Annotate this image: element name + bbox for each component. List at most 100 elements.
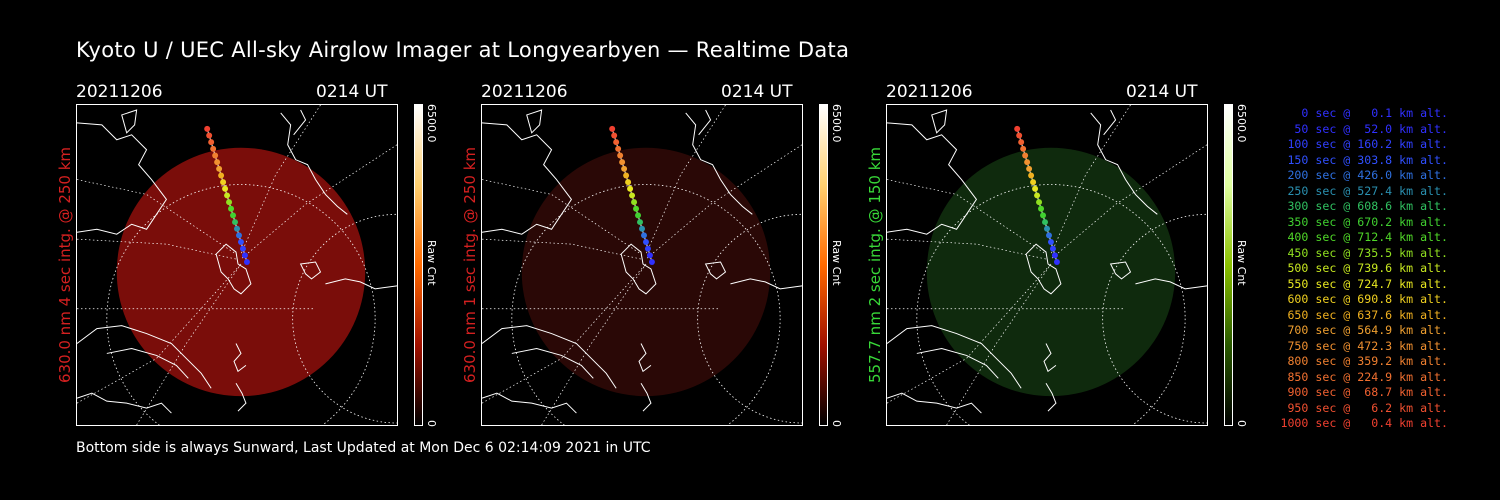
coastline [685, 112, 753, 215]
trajectory-point [224, 192, 231, 199]
panel-3-cbar-max: 6500.0 [1235, 104, 1248, 143]
coastline [1109, 261, 1132, 280]
trajectory-point [615, 145, 622, 152]
panel-1-image [76, 104, 398, 426]
coastline [526, 109, 543, 134]
panel-3-time: 0214 UT [1126, 82, 1198, 102]
trajectory-point [212, 152, 219, 159]
trajectory-point [1026, 165, 1033, 172]
trajectory-point [239, 245, 246, 252]
trajectory-point [236, 232, 242, 239]
trajectory-point [237, 239, 244, 246]
panel-1-time: 0214 UT [316, 82, 388, 102]
trajectory-point [1020, 145, 1027, 152]
coastline [77, 122, 168, 235]
legend-row: 750 sec @ 472.3 km alt. [1280, 338, 1448, 353]
trajectory-point [625, 179, 632, 186]
coastline [215, 243, 252, 295]
coastline [482, 122, 573, 235]
trajectory-point [629, 192, 636, 199]
legend-row: 500 sec @ 739.6 km alt. [1280, 261, 1448, 275]
allsky-map [77, 105, 397, 425]
trajectory-point [222, 185, 229, 192]
legend-row: 250 sec @ 527.4 km alt. [1280, 183, 1448, 198]
trajectory-point [230, 212, 237, 219]
coastline [299, 261, 322, 280]
trajectory-point [232, 219, 238, 226]
grid-line [1050, 144, 1207, 260]
trajectory-point [631, 199, 638, 206]
panel-2-colorbar [819, 104, 828, 426]
grid-line [1050, 105, 1131, 255]
grid-line [887, 263, 1052, 404]
trajectory-point [648, 259, 655, 265]
trajectory-point [1040, 212, 1047, 219]
coastline [704, 261, 727, 280]
coastline [233, 343, 247, 373]
panel-3-cbar-min: 0 [1235, 420, 1248, 427]
trajectory-legend: 0 sec @ 0.1 km alt. 50 sec @ 52.0 km alt… [1262, 106, 1448, 432]
allsky-map [482, 105, 802, 425]
trajectory-point [637, 219, 643, 226]
legend-row: 800 sec @ 359.2 km alt. [1280, 354, 1448, 368]
coastline [1043, 343, 1057, 373]
coastline [887, 122, 978, 235]
grid-line [240, 144, 397, 260]
trajectory-point [1014, 125, 1021, 132]
coastline [77, 392, 172, 414]
trajectory-point [641, 232, 647, 239]
coastline [293, 109, 307, 136]
trajectory-point [1022, 152, 1029, 159]
panel-3-colorbar [1224, 104, 1233, 426]
grid-line [240, 105, 321, 255]
coastline [235, 383, 247, 412]
trajectory-point [206, 132, 213, 139]
panel-1-cbar-max: 6500.0 [425, 104, 438, 143]
coastline [77, 325, 212, 389]
trajectory-point [241, 252, 248, 259]
legend-row: 650 sec @ 637.6 km alt. [1280, 307, 1448, 322]
airglow-image [926, 147, 1176, 397]
airglow-image [116, 147, 366, 397]
coastline [730, 278, 802, 290]
trajectory-point [228, 205, 235, 212]
trajectory-point [1030, 179, 1037, 186]
coastline [482, 325, 617, 389]
trajectory-point [642, 239, 649, 246]
trajectory-point [613, 139, 620, 146]
grid-line [645, 105, 726, 255]
legend-row: 400 sec @ 712.4 km alt. [1280, 230, 1448, 244]
trajectory-point [204, 125, 211, 132]
panel-3-image [886, 104, 1208, 426]
grid-line [482, 263, 647, 404]
footer-note: Bottom side is always Sunward, Last Upda… [76, 440, 651, 456]
panel-2-cbar-min: 0 [830, 420, 843, 427]
trajectory-point [619, 159, 626, 166]
trajectory-point [1049, 245, 1056, 252]
legend-row: 550 sec @ 724.7 km alt. [1280, 276, 1448, 291]
page-title: Kyoto U / UEC All-sky Airglow Imager at … [76, 38, 850, 62]
coastline [887, 325, 1022, 389]
trajectory-point [633, 205, 640, 212]
grid-line [541, 263, 647, 425]
trajectory-point [234, 225, 240, 232]
legend-row: 300 sec @ 608.6 km alt. [1280, 199, 1448, 213]
coastline [638, 343, 652, 373]
legend-row: 200 sec @ 426.0 km alt. [1280, 168, 1448, 182]
trajectory-point [216, 165, 223, 172]
trajectory-point [208, 139, 215, 146]
panel-3-cbar-unit: Raw Cnt [1235, 240, 1248, 286]
panel-1-cbar-unit: Raw Cnt [425, 240, 438, 286]
coastline [931, 109, 948, 134]
trajectory-point [1028, 172, 1035, 179]
coastline [1135, 278, 1207, 290]
legend-row: 950 sec @ 6.2 km alt. [1280, 400, 1448, 415]
grid-line [136, 263, 242, 425]
trajectory-point [1044, 225, 1050, 232]
trajectory-point [635, 212, 642, 219]
legend-row: 350 sec @ 670.2 km alt. [1280, 214, 1448, 229]
coastline [106, 347, 189, 379]
panel-2-cbar-max: 6500.0 [830, 104, 843, 143]
coastline [1103, 109, 1117, 136]
trajectory-point [609, 125, 616, 132]
